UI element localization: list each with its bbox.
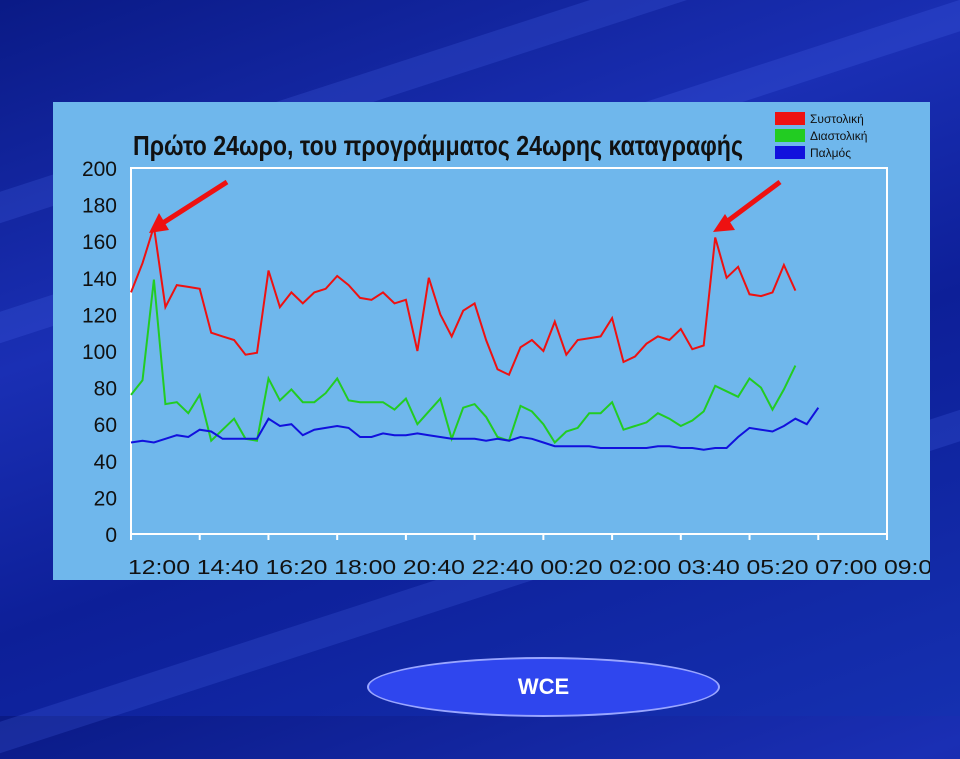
- y-tick-label: 80: [94, 378, 117, 401]
- y-tick-label: 200: [82, 158, 117, 181]
- y-tick-label: 40: [94, 451, 117, 474]
- legend-label: Διαστολική: [810, 129, 867, 143]
- chart-panel: Πρώτο 24ωρο, του προγράμματος 24ωρης κατ…: [53, 102, 930, 580]
- chart-title: Πρώτο 24ωρο, του προγράμματος 24ωρης κατ…: [133, 130, 743, 161]
- x-tick-label: 03:40: [678, 557, 740, 579]
- arrow-annotation-right: [719, 179, 782, 229]
- x-tick-label: 02:00: [609, 557, 671, 579]
- x-tick-label: 16:20: [265, 557, 327, 579]
- series-group: [130, 226, 820, 451]
- arrow-head-left: [149, 213, 169, 233]
- wce-label: WCE: [517, 674, 570, 699]
- arrow-annotation: [149, 179, 782, 233]
- x-tick-label: 14:40: [197, 557, 259, 579]
- legend: Συστολική Διαστολική Παλμός: [775, 112, 867, 160]
- x-tick-label: 05:20: [747, 557, 809, 579]
- wce-button[interactable]: WCE: [367, 657, 720, 717]
- series-line-2: [130, 279, 797, 445]
- y-tick-label: 180: [82, 195, 117, 218]
- x-tick-label: 07:00: [815, 557, 877, 579]
- x-tick-label: 09:00: [884, 557, 930, 579]
- legend-label: Παλμός: [810, 146, 851, 160]
- y-tick-label: 140: [82, 268, 117, 291]
- x-tick-label: 22:40: [472, 557, 534, 579]
- y-tick-label: 100: [82, 341, 117, 364]
- series-line-1: [130, 226, 797, 377]
- y-tick-label: 60: [94, 414, 117, 437]
- x-tick-label: 18:00: [334, 557, 396, 579]
- x-tick-label: 12:00: [128, 557, 190, 579]
- legend-label: Συστολική: [810, 112, 864, 126]
- legend-swatch: [775, 112, 805, 125]
- y-tick-label: 160: [82, 231, 117, 254]
- arrow-head-right: [713, 214, 735, 232]
- arrow-annotation-left: [153, 179, 229, 231]
- legend-swatch: [775, 129, 805, 142]
- x-tick-label: 20:40: [403, 557, 465, 579]
- x-tick-label: 00:20: [540, 557, 602, 579]
- legend-swatch: [775, 146, 805, 159]
- y-tick-label: 120: [82, 304, 117, 327]
- y-tick-label: 0: [105, 524, 117, 547]
- plot-area: [130, 167, 888, 535]
- series-line-3: [130, 407, 820, 451]
- y-tick-label: 20: [94, 487, 117, 510]
- line-chart: Πρώτο 24ωρο, του προγράμματος 24ωρης κατ…: [82, 112, 930, 579]
